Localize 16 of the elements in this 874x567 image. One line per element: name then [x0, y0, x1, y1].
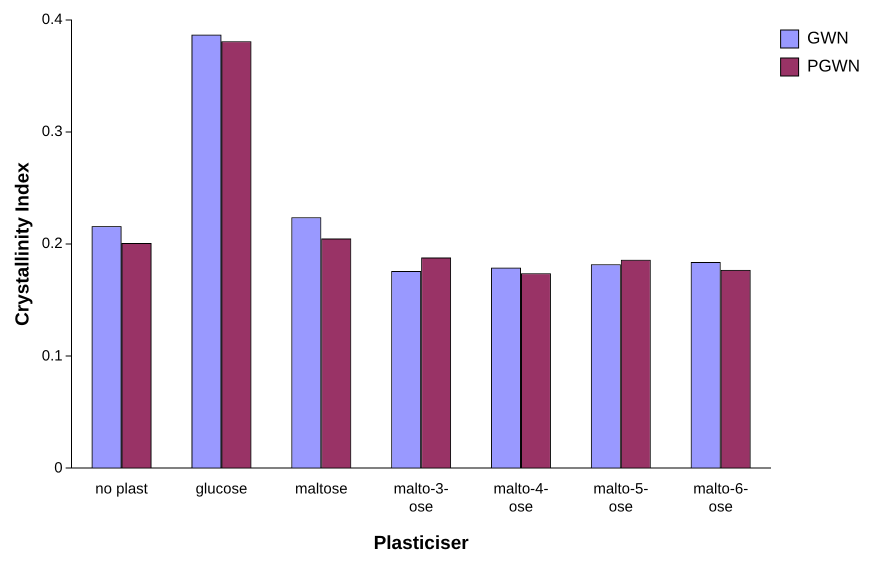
x-tick-label: malto-6-ose	[693, 480, 748, 516]
legend-label: PGWN	[807, 56, 860, 76]
x-tick-label: malto-4-ose	[493, 480, 548, 516]
x-axis-title: Plasticiser	[374, 532, 470, 554]
y-tick-label: 0.2	[42, 235, 63, 252]
y-axis-title: Crystallinity Index	[12, 162, 34, 326]
y-tick-label: 0.4	[42, 11, 63, 28]
x-tick-label: no plast	[95, 480, 149, 498]
y-tick-label: 0	[54, 459, 63, 476]
x-tick-label: malto-3-ose	[394, 480, 449, 516]
x-tick-label: malto-5-ose	[593, 480, 648, 516]
y-tick-label: 0.3	[42, 123, 63, 140]
y-tick-label: 0.1	[42, 347, 63, 364]
legend-label: GWN	[807, 28, 849, 48]
x-tick-label: glucose	[196, 480, 248, 498]
x-tick-label: maltose	[295, 480, 348, 498]
